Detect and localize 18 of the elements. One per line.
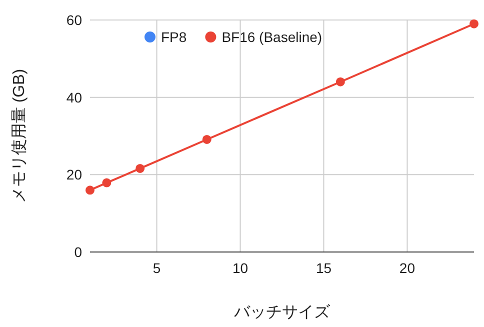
x-tick-label: 10: [232, 260, 248, 276]
point: [86, 186, 94, 195]
x-tick-label: 20: [399, 260, 416, 276]
y-axis-title: メモリ使用量 (GB): [11, 68, 28, 204]
point: [470, 19, 478, 28]
y-tick-label: 0: [74, 244, 82, 260]
x-tick-label: 5: [152, 260, 161, 276]
point: [336, 77, 345, 86]
legend-label: FP8: [161, 29, 187, 45]
point: [136, 164, 145, 173]
point: [102, 178, 112, 188]
x-axis-title: バッチサイズ: [233, 304, 331, 321]
x-tick-label: 15: [316, 260, 332, 276]
y-tick-label: 40: [66, 89, 82, 106]
legend-label: BF16 (Baseline): [222, 29, 322, 45]
y-tick-label: 20: [66, 166, 82, 183]
point: [202, 134, 212, 144]
y-tick-label: 60: [66, 12, 82, 28]
